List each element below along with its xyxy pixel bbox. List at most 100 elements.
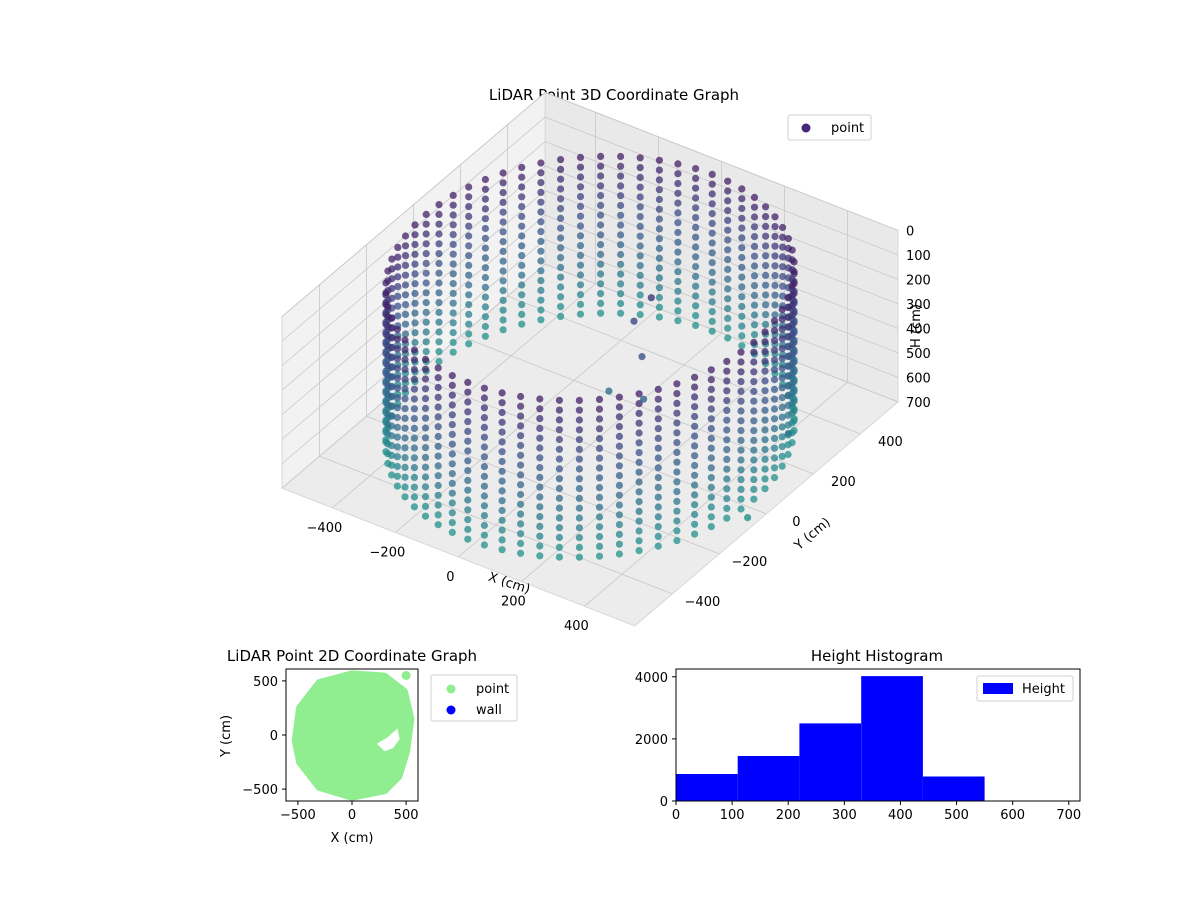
- point-3d: [465, 222, 473, 230]
- point-3d: [778, 305, 786, 313]
- point-3d: [762, 242, 770, 250]
- y-tick-label-2d: −500: [242, 783, 278, 798]
- point-3d: [434, 472, 442, 480]
- point-3d: [434, 501, 442, 509]
- histogram-bar: [922, 776, 985, 801]
- point-3d: [498, 389, 506, 397]
- point-3d: [617, 270, 625, 278]
- point-3d: [723, 406, 731, 414]
- point-3d: [480, 482, 488, 490]
- z-tick-label: 100: [906, 249, 931, 264]
- point-3d: [434, 462, 442, 470]
- point-3d: [597, 211, 605, 219]
- point-3d: [636, 232, 644, 240]
- point-3d: [707, 464, 715, 472]
- point-3d: [674, 287, 682, 295]
- point-3d: [575, 524, 584, 532]
- point-3d: [655, 205, 664, 213]
- point-3d: [480, 531, 488, 539]
- point-3d: [517, 539, 525, 548]
- point-3d: [394, 302, 402, 310]
- point-3d: [738, 283, 746, 291]
- x-tick-label-hist: 200: [776, 808, 801, 823]
- point-3d: [576, 202, 585, 210]
- point-3d: [498, 516, 506, 524]
- point-3d: [707, 395, 715, 403]
- point-3d: [575, 406, 584, 414]
- point-3d: [449, 240, 457, 248]
- x-tick-label-2d: 0: [348, 808, 356, 823]
- point-3d: [778, 384, 786, 392]
- point-3d: [707, 415, 715, 423]
- point-3d: [708, 317, 716, 325]
- point-3d: [595, 552, 604, 560]
- point-3d: [738, 263, 746, 271]
- grid-line-y-floor: [413, 375, 767, 515]
- point-3d: [518, 232, 526, 240]
- point-3d: [691, 481, 699, 489]
- point-3d: [737, 407, 745, 415]
- histogram-bars: [676, 676, 985, 801]
- point-3d: [435, 348, 443, 356]
- point-3d: [536, 473, 544, 481]
- point-3d: [537, 247, 545, 255]
- point-3d: [692, 194, 700, 202]
- point-3d: [411, 221, 419, 229]
- point-3d: [518, 163, 526, 171]
- point-3d: [788, 246, 796, 254]
- point-3d: [576, 281, 585, 289]
- point-3d: [422, 318, 430, 326]
- y-tick-label-2d: 500: [253, 675, 278, 690]
- point-3d: [673, 448, 681, 456]
- point-3d: [464, 506, 472, 514]
- point-3d: [654, 503, 662, 511]
- point-3d-stray: [744, 514, 752, 522]
- point-3d: [480, 423, 488, 431]
- point-3d: [422, 269, 430, 277]
- point-3d: [499, 316, 507, 324]
- point-3d: [724, 256, 732, 264]
- point-3d: [750, 321, 759, 329]
- point-3d: [393, 364, 401, 373]
- point-3d: [448, 499, 456, 507]
- point-3d: [517, 461, 525, 469]
- grid-line-h: [281, 190, 899, 415]
- point-3d: [778, 394, 786, 402]
- point-3d: [737, 436, 745, 444]
- point-3d: [738, 185, 746, 193]
- point-3d: [480, 433, 488, 441]
- point-3d: [421, 483, 430, 491]
- point-3d: [517, 451, 525, 459]
- point-3d: [435, 328, 443, 336]
- point-3d: [499, 189, 507, 197]
- point-3d: [557, 224, 565, 232]
- point-3d: [465, 252, 473, 260]
- point-3d: [674, 199, 682, 207]
- point-3d: [771, 252, 779, 260]
- point-3d: [393, 433, 401, 441]
- point-3d: [654, 454, 662, 462]
- point-3d: [557, 205, 565, 213]
- point-3d: [517, 432, 525, 440]
- point-3d: [761, 426, 769, 434]
- point-3d: [750, 348, 758, 356]
- point-3d: [636, 193, 644, 201]
- point-3d: [411, 280, 419, 288]
- point-3d: [636, 183, 644, 191]
- point-3d: [449, 319, 457, 327]
- point-3d: [761, 475, 769, 483]
- x-tick-label-hist: 0: [672, 808, 680, 823]
- point-3d: [724, 324, 732, 332]
- point-3d: [499, 306, 507, 314]
- point-3d: [422, 289, 430, 297]
- point-3d: [738, 302, 746, 311]
- point-3d: [617, 182, 625, 190]
- point-3d: [784, 401, 792, 410]
- point-3d: [575, 534, 584, 542]
- point-3d: [576, 222, 585, 230]
- point-3d: [401, 271, 410, 279]
- point-3d: [410, 444, 418, 452]
- point-3d: [674, 238, 682, 246]
- x-tick-label-hist: 300: [832, 808, 857, 823]
- point-3d: [597, 299, 605, 307]
